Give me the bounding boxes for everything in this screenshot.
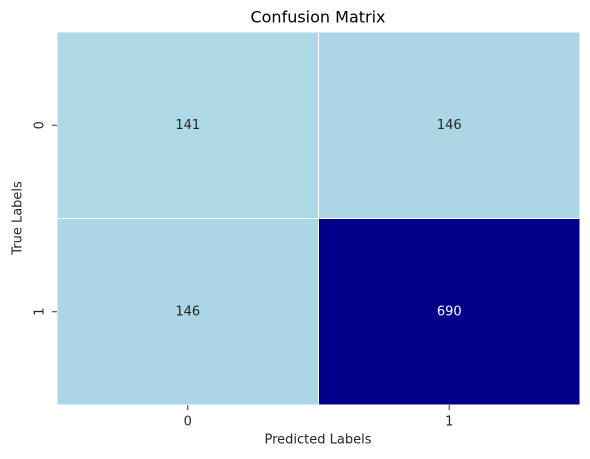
cell-label: 146 [175,304,200,319]
cell-label: 690 [437,304,462,319]
y-axis-label: True Labels [11,181,26,256]
y-tick-label: 0 [33,121,48,129]
x-tick-label: 1 [445,415,453,430]
y-tick-label: 1 [33,308,48,316]
x-axis-label: Predicted Labels [264,433,371,448]
x-tick-label: 0 [184,415,192,430]
cell-label: 146 [437,118,462,133]
heatmap-cell [56,218,319,406]
heatmap-cell [318,31,581,219]
heatmap-cell [318,218,581,406]
heatmap-cell [56,31,319,219]
cell-label: 141 [175,118,200,133]
chart-title: Confusion Matrix [250,8,385,27]
